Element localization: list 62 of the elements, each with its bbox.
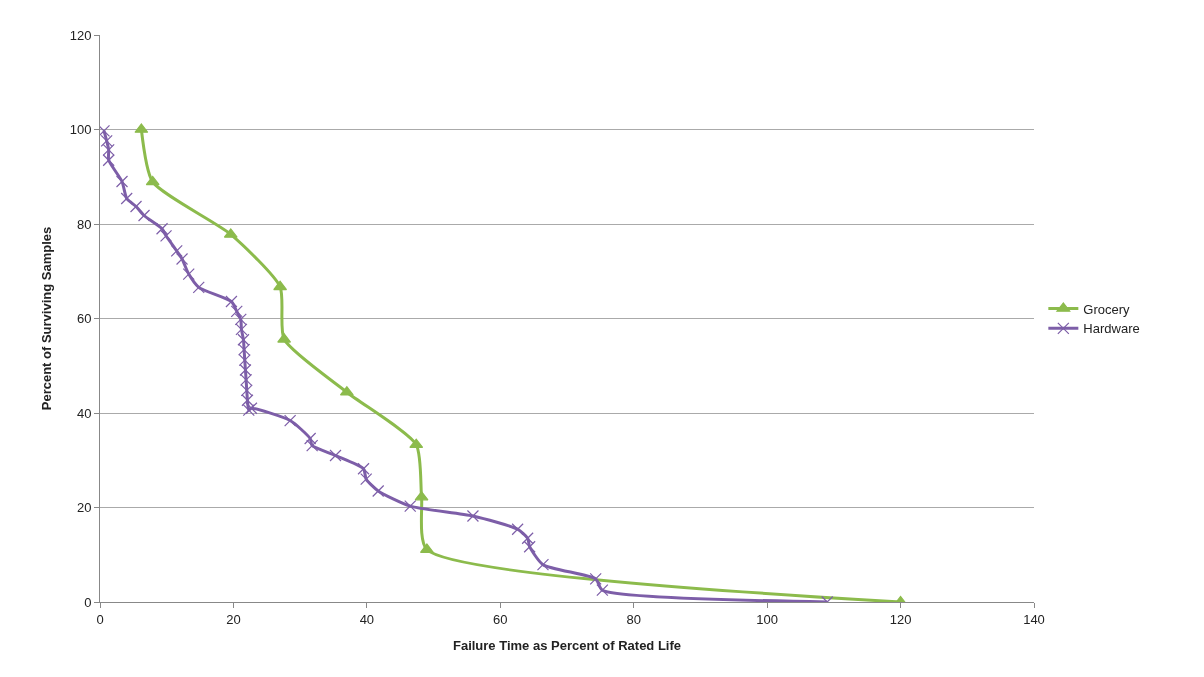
point — [372, 484, 385, 498]
point — [240, 384, 253, 397]
point — [536, 558, 550, 571]
x-tick-label: 140 — [1023, 611, 1045, 627]
point — [235, 323, 248, 336]
x-tick-label: 0 — [96, 611, 104, 627]
point — [102, 143, 115, 156]
point — [170, 244, 183, 258]
x-tick-label: 120 — [889, 611, 912, 627]
point — [225, 295, 238, 308]
point — [237, 333, 250, 346]
point — [155, 222, 169, 235]
point — [230, 305, 243, 318]
point — [466, 509, 480, 523]
point — [182, 267, 195, 281]
y-tick-label: 0 — [84, 594, 92, 610]
legend-label: Hardware — [1083, 321, 1140, 337]
point — [100, 124, 111, 138]
point — [100, 134, 113, 147]
point — [240, 373, 253, 387]
point — [284, 414, 297, 427]
point — [523, 540, 536, 553]
point — [192, 281, 205, 294]
x-tick-label: 60 — [493, 611, 508, 627]
x-tick-label: 100 — [756, 611, 778, 627]
point — [329, 449, 342, 462]
point — [129, 200, 143, 213]
point — [137, 209, 151, 222]
x-tick-label: 80 — [626, 611, 641, 627]
point — [357, 462, 370, 475]
point — [145, 175, 160, 186]
point — [511, 523, 524, 536]
x-axis-title: Failure Time as Percent of Rated Life — [452, 638, 682, 654]
point — [589, 572, 602, 585]
point — [175, 252, 189, 266]
point — [239, 363, 252, 377]
point — [596, 584, 609, 597]
y-tick-label: 80 — [76, 216, 92, 232]
y-tick-label: 100 — [69, 122, 92, 138]
y-axis-title: Percent of Surviving Samples — [38, 226, 54, 411]
point — [241, 394, 254, 407]
point — [238, 343, 251, 356]
point — [409, 438, 424, 449]
legend-label: Grocery — [1083, 301, 1131, 317]
point — [234, 313, 247, 326]
point — [159, 229, 173, 242]
point — [273, 280, 288, 291]
point — [120, 192, 133, 205]
point — [304, 432, 317, 445]
point — [521, 532, 534, 545]
y-tick-label: 60 — [76, 311, 92, 327]
point — [404, 499, 417, 513]
point — [102, 154, 115, 167]
point — [115, 175, 129, 188]
y-tick-label: 40 — [76, 405, 92, 421]
y-tick-label: 20 — [76, 500, 92, 516]
y-tick-label: 120 — [69, 27, 92, 43]
point — [306, 439, 319, 452]
x-tick-label: 20 — [226, 611, 241, 627]
point — [238, 353, 251, 367]
x-tick-label: 40 — [359, 611, 375, 627]
point — [360, 473, 373, 486]
